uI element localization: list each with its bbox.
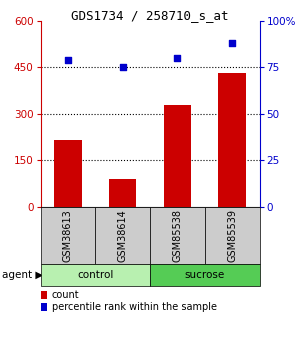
Bar — [164, 105, 191, 207]
Bar — [54, 140, 82, 207]
Text: control: control — [77, 270, 113, 280]
Point — [230, 40, 235, 46]
Text: GSM85539: GSM85539 — [227, 209, 237, 262]
Text: count: count — [52, 290, 79, 300]
Bar — [109, 179, 136, 207]
Bar — [218, 73, 246, 207]
Text: GDS1734 / 258710_s_at: GDS1734 / 258710_s_at — [71, 9, 229, 22]
Text: GSM85538: GSM85538 — [172, 209, 182, 262]
Text: percentile rank within the sample: percentile rank within the sample — [52, 302, 217, 312]
Point — [175, 55, 180, 61]
Text: sucrose: sucrose — [184, 270, 225, 280]
Point — [120, 65, 125, 70]
Text: agent ▶: agent ▶ — [2, 270, 43, 280]
Text: GSM38614: GSM38614 — [118, 209, 128, 262]
Point — [65, 57, 70, 62]
Text: GSM38613: GSM38613 — [63, 209, 73, 262]
